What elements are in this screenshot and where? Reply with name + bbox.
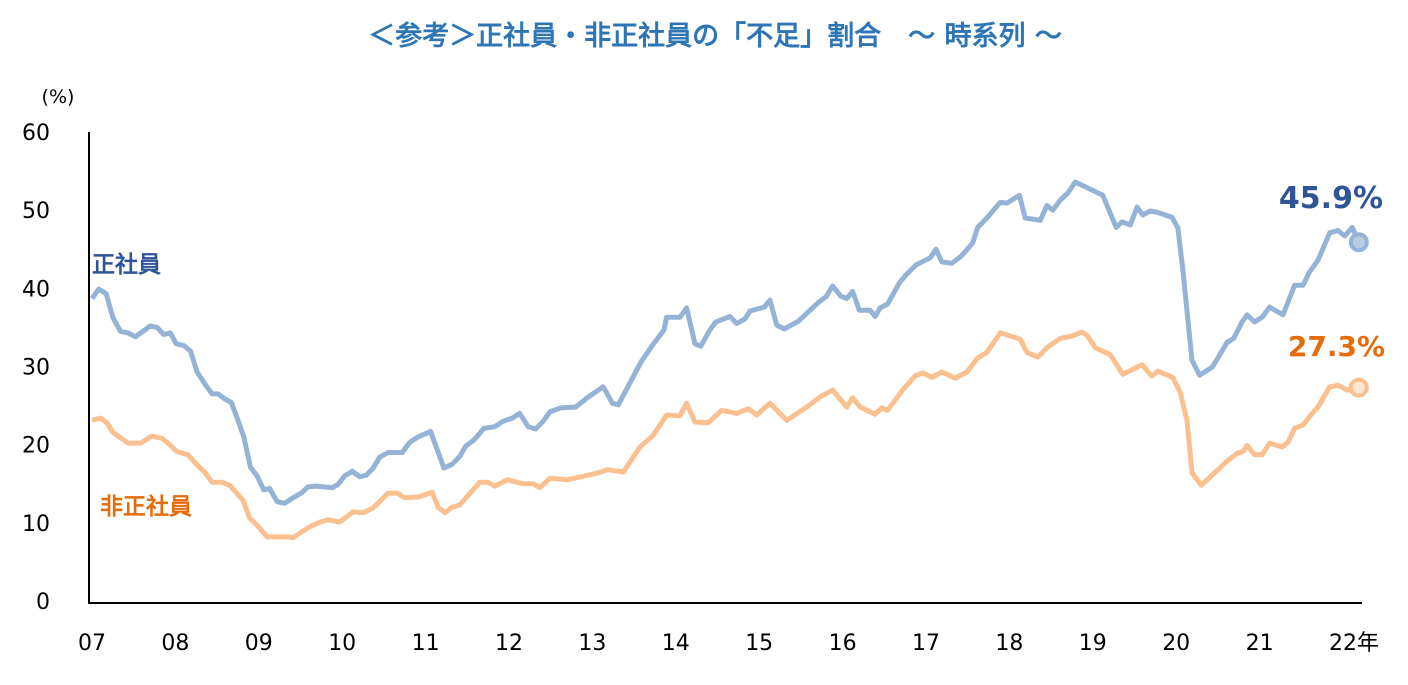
x-tick-label: 18 xyxy=(995,631,1023,656)
y-tick-label: 50 xyxy=(22,199,50,224)
x-tick-label: 20 xyxy=(1162,631,1190,656)
series-label-regular: 正社員 xyxy=(92,251,161,278)
y-tick-label: 30 xyxy=(22,356,50,381)
end-label-nonregular: 27.3% xyxy=(1288,330,1385,363)
end-point-marker xyxy=(1348,377,1369,398)
end-point-marker xyxy=(1348,232,1369,253)
series-label-nonregular: 非正社員 xyxy=(100,493,192,520)
x-tick-label: 16 xyxy=(829,631,857,656)
x-tick-label: 11 xyxy=(412,631,440,656)
y-tick-label: 20 xyxy=(22,434,50,459)
y-tick-label: 40 xyxy=(22,277,50,302)
x-tick-label: 08 xyxy=(161,631,189,656)
x-tick-label: 09 xyxy=(245,631,273,656)
x-tick-label: 15 xyxy=(745,631,773,656)
x-tick-label: 10 xyxy=(328,631,356,656)
end-label-regular: 45.9% xyxy=(1279,181,1383,216)
y-tick-label: 60 xyxy=(22,121,50,146)
y-axis-unit-label: (%) xyxy=(42,86,75,108)
x-tick-label: 12 xyxy=(495,631,523,656)
x-tick-label: 21 xyxy=(1246,631,1274,656)
series-line-0 xyxy=(89,179,1362,506)
y-tick-label: 10 xyxy=(22,512,50,537)
x-tick-label: 19 xyxy=(1079,631,1107,656)
x-tick-label: 13 xyxy=(578,631,606,656)
x-tick-label: 22年 xyxy=(1329,631,1379,656)
x-tick-label: 07 xyxy=(78,631,106,656)
x-tick-label: 17 xyxy=(912,631,940,656)
chart-title: ＜参考＞正社員・非正社員の「不足」割合 ～ 時系列 ～ xyxy=(368,20,1062,52)
series-line-1 xyxy=(91,329,1360,541)
x-tick-label: 14 xyxy=(662,631,690,656)
y-tick-label: 0 xyxy=(36,590,50,615)
